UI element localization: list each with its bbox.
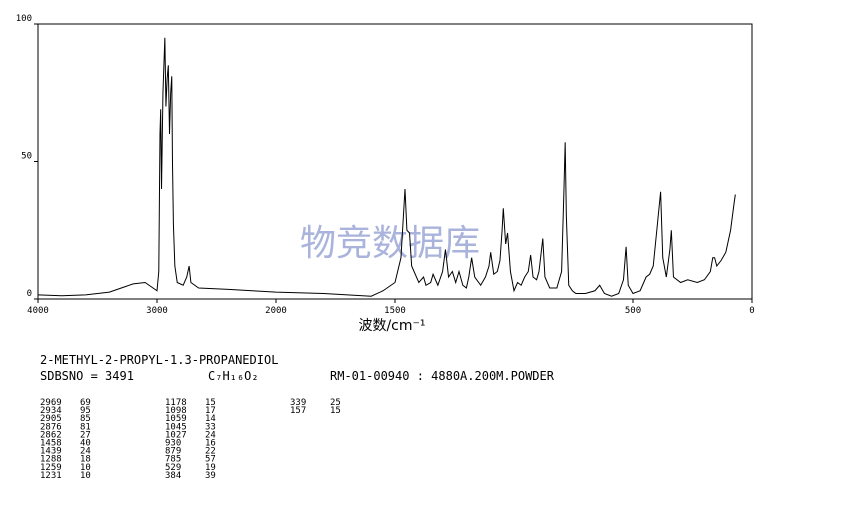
peak-wavenumber: 157 <box>290 406 306 416</box>
peak-wavenumber: 1231 <box>40 471 62 481</box>
peak-intensity: 27 <box>80 430 91 440</box>
x-tick-label: 0 <box>749 306 754 316</box>
peak-wavenumber: 384 <box>165 471 181 481</box>
peak-wavenumber: 2862 <box>40 430 62 440</box>
peak-intensity: 22 <box>205 447 216 457</box>
peak-wavenumber: 2969 <box>40 398 62 408</box>
peak-intensity: 14 <box>205 414 216 424</box>
peak-intensity: 16 <box>205 439 216 449</box>
peak-intensity: 33 <box>205 422 216 432</box>
peak-intensity: 17 <box>205 406 216 416</box>
peak-wavenumber: 1045 <box>165 422 187 432</box>
peak-intensity: 10 <box>80 471 91 481</box>
formula: C₇H₁₆O₂ <box>208 369 259 383</box>
y-tick-label: 100 <box>16 14 32 24</box>
peak-intensity: 19 <box>205 463 216 473</box>
peak-wavenumber: 2905 <box>40 414 62 424</box>
peak-wavenumber: 1098 <box>165 406 187 416</box>
peak-wavenumber: 339 <box>290 398 306 408</box>
x-axis-label: 波数/cm⁻¹ <box>358 318 425 334</box>
peak-intensity: 69 <box>80 398 91 408</box>
y-tick-label: 0 <box>27 289 32 299</box>
peak-intensity: 57 <box>205 455 216 465</box>
peak-wavenumber: 930 <box>165 439 181 449</box>
peak-intensity: 85 <box>80 414 91 424</box>
measurement: RM-01-00940 : 4880A.200M.POWDER <box>330 369 555 383</box>
watermark: 物竞数据库 <box>300 223 480 264</box>
peak-wavenumber: 1178 <box>165 398 187 408</box>
peak-intensity: 24 <box>80 447 91 457</box>
peak-intensity: 25 <box>330 398 341 408</box>
peak-intensity: 39 <box>205 471 216 481</box>
peak-intensity: 95 <box>80 406 91 416</box>
sdbs-number: SDBSNO = 3491 <box>40 369 134 383</box>
y-tick-label: 50 <box>21 152 32 162</box>
x-tick-label: 500 <box>625 306 641 316</box>
peak-intensity: 40 <box>80 439 91 449</box>
spectrum-line <box>37 37 736 297</box>
peak-wavenumber: 879 <box>165 447 181 457</box>
compound-name: 2-METHYL-2-PROPYL-1.3-PROPANEDIOL <box>40 353 278 367</box>
peak-intensity: 15 <box>330 406 341 416</box>
peak-wavenumber: 1059 <box>165 414 187 424</box>
peak-wavenumber: 785 <box>165 455 181 465</box>
peak-wavenumber: 529 <box>165 463 181 473</box>
x-tick-label: 4000 <box>27 306 49 316</box>
peak-intensity: 18 <box>80 455 91 465</box>
peak-wavenumber: 2934 <box>40 406 62 416</box>
peak-intensity: 15 <box>205 398 216 408</box>
peak-intensity: 10 <box>80 463 91 473</box>
peak-wavenumber: 1259 <box>40 463 62 473</box>
peak-wavenumber: 2876 <box>40 422 62 432</box>
peak-wavenumber: 1288 <box>40 455 62 465</box>
x-tick-label: 2000 <box>265 306 287 316</box>
peak-intensity: 81 <box>80 422 91 432</box>
peak-wavenumber: 1027 <box>165 430 187 440</box>
x-tick-label: 3000 <box>146 306 168 316</box>
peak-wavenumber: 1439 <box>40 447 62 457</box>
peak-intensity: 24 <box>205 430 216 440</box>
peak-wavenumber: 1458 <box>40 439 62 449</box>
x-tick-label: 1500 <box>384 306 406 316</box>
